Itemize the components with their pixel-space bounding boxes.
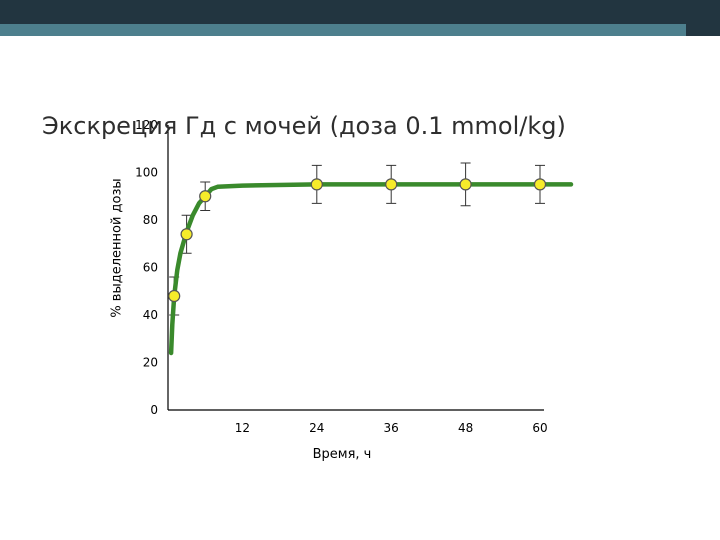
data-point: [199, 190, 212, 203]
x-axis-label: Время, ч: [312, 447, 372, 462]
slide-header-band: [0, 0, 720, 36]
y-tick-label: 60: [143, 261, 158, 275]
y-tick-label: 0: [150, 403, 158, 417]
data-point: [533, 178, 547, 191]
chart-tick-labels: 0 20 40 60 80 100 120 12 24 36 48 60: [135, 118, 548, 435]
x-tick-label: 60: [532, 421, 547, 435]
y-tick-label: 80: [143, 213, 158, 227]
y-tick-label: 120: [135, 118, 158, 132]
data-point: [310, 178, 323, 191]
header-band-dark: [0, 0, 720, 24]
x-tick-label: 12: [235, 421, 250, 435]
fitted-curve: [168, 182, 574, 356]
x-tick-label: 48: [458, 421, 473, 435]
y-tick-label: 40: [143, 308, 158, 322]
x-tick-label: 36: [384, 421, 399, 435]
x-tick-label: 24: [309, 421, 324, 435]
chart-axes: [167, 125, 544, 411]
slide-title: Экскреция Гд с мочей (доза 0.1 mmol/kg): [42, 112, 566, 140]
header-band-block: [686, 0, 720, 36]
y-axis-label: % выделенной дозы: [109, 178, 125, 318]
y-tick-label: 100: [135, 166, 158, 180]
data-point: [168, 289, 181, 303]
y-tick-label: 20: [143, 356, 158, 370]
chart-markers: [168, 178, 547, 303]
chart-curve-layer: [168, 182, 574, 356]
header-band-teal: [0, 24, 720, 36]
data-point: [385, 178, 398, 191]
data-point: [180, 228, 193, 241]
data-point: [459, 178, 472, 191]
